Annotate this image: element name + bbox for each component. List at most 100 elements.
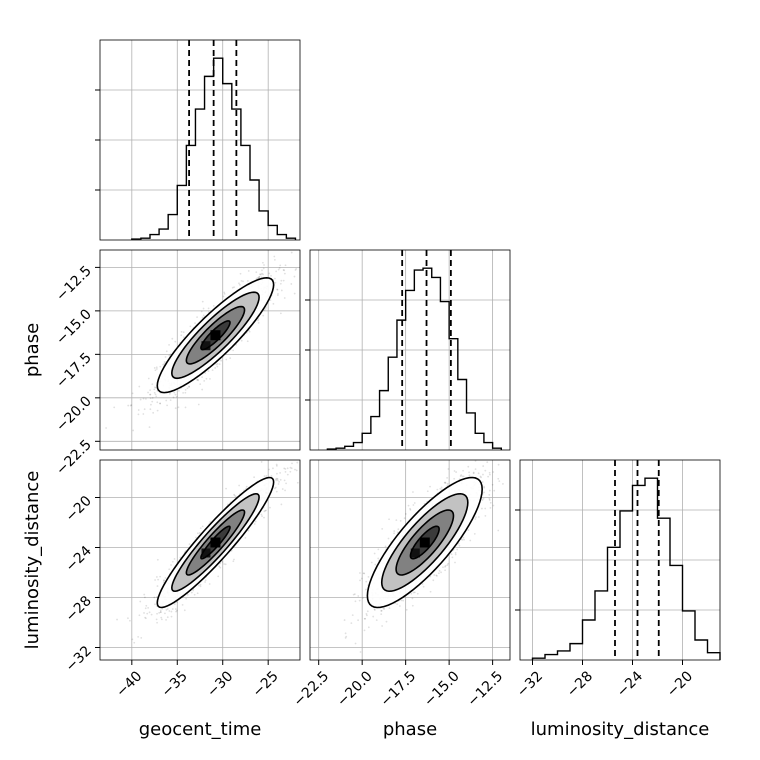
sample-point	[211, 369, 214, 372]
sample-point	[183, 609, 186, 612]
sample-point	[462, 475, 465, 478]
sample-point	[238, 283, 241, 286]
sample-point	[439, 487, 442, 490]
plot-area	[343, 460, 504, 653]
sample-point	[453, 470, 456, 472]
sample-point	[429, 575, 432, 578]
sample-point	[413, 502, 416, 504]
sample-point	[156, 621, 158, 624]
sample-point	[295, 469, 298, 472]
sample-point	[166, 404, 169, 407]
sample-point	[127, 617, 129, 620]
sample-point	[363, 617, 366, 620]
sample-point	[154, 369, 157, 372]
sample-point	[354, 642, 357, 645]
sample-point	[383, 608, 386, 610]
sample-point	[482, 473, 484, 476]
sample-point	[276, 288, 279, 291]
sample-point	[276, 477, 279, 480]
sample-point	[170, 615, 173, 618]
panel-hist-luminosity-distance: −32 −28 −24 −20	[514, 459, 721, 701]
sample-point	[284, 264, 287, 267]
sample-point	[238, 282, 240, 285]
sample-point	[145, 604, 148, 607]
sample-point	[453, 477, 456, 480]
sample-point	[287, 457, 289, 459]
sample-point	[145, 397, 147, 400]
sample-point	[149, 393, 152, 396]
sample-point	[163, 362, 166, 365]
sample-point	[150, 613, 153, 616]
sample-point	[207, 307, 210, 310]
sample-point	[152, 411, 155, 414]
sample-point	[137, 409, 140, 411]
sample-point	[289, 470, 292, 473]
sample-point	[399, 519, 402, 522]
sample-point	[416, 592, 419, 595]
sample-point	[381, 527, 384, 530]
sample-point	[140, 636, 143, 639]
sample-point	[223, 563, 225, 565]
sample-point	[395, 519, 398, 522]
sample-point	[388, 607, 391, 610]
sample-point	[273, 457, 275, 459]
sample-point	[263, 516, 265, 519]
sample-point	[263, 264, 265, 266]
sample-point	[231, 286, 234, 289]
sample-point	[411, 604, 414, 607]
sample-point	[275, 270, 278, 273]
sample-point	[143, 612, 145, 614]
sample-point	[168, 343, 170, 346]
sample-point	[132, 429, 135, 432]
sample-point	[283, 272, 286, 275]
sample-point	[182, 336, 185, 339]
sample-point	[261, 515, 263, 518]
sample-point	[438, 569, 441, 572]
sample-point	[433, 574, 436, 576]
sample-point	[264, 307, 267, 310]
sample-point	[131, 392, 134, 395]
sample-point	[350, 622, 353, 625]
sample-point	[159, 402, 162, 405]
sample-point	[193, 593, 196, 596]
sample-point	[284, 457, 286, 459]
sample-point	[257, 321, 260, 324]
sample-point	[173, 391, 176, 394]
sample-point	[153, 386, 156, 389]
sample-point	[169, 353, 172, 356]
sample-point	[483, 485, 486, 488]
sample-point	[142, 397, 145, 400]
sample-point	[482, 465, 485, 467]
sample-point	[148, 611, 151, 614]
sample-point	[142, 413, 145, 415]
sample-point	[344, 637, 347, 639]
sample-point	[488, 499, 491, 501]
sample-point	[380, 609, 383, 612]
panel-2d-geocent-time-vs-luminosity-distance: −32 −28 −24 −20 −40 −35 −30 −25	[63, 457, 301, 701]
contour-line	[171, 492, 260, 593]
sample-point	[195, 536, 197, 539]
sample-point	[175, 395, 178, 398]
sample-point	[159, 611, 162, 614]
y-tick-label-phase: −20.0	[53, 393, 95, 435]
sample-point	[474, 468, 477, 471]
sample-point	[182, 391, 185, 394]
sample-point	[257, 277, 259, 279]
sample-point	[209, 521, 212, 523]
sample-point	[173, 558, 176, 560]
plot-area	[116, 457, 300, 660]
panel-frame	[309, 249, 511, 451]
sample-point	[381, 625, 384, 627]
sample-point	[481, 481, 484, 483]
sample-point	[481, 507, 483, 510]
sample-point	[257, 277, 260, 280]
sample-point	[113, 406, 116, 409]
sample-point	[159, 611, 162, 613]
density-peak	[201, 548, 211, 558]
sample-point	[467, 529, 470, 531]
sample-point	[204, 581, 207, 583]
panel-hist-geocent-time	[95, 39, 301, 241]
sample-point	[488, 497, 491, 500]
sample-point	[269, 506, 271, 509]
sample-point	[474, 518, 477, 520]
